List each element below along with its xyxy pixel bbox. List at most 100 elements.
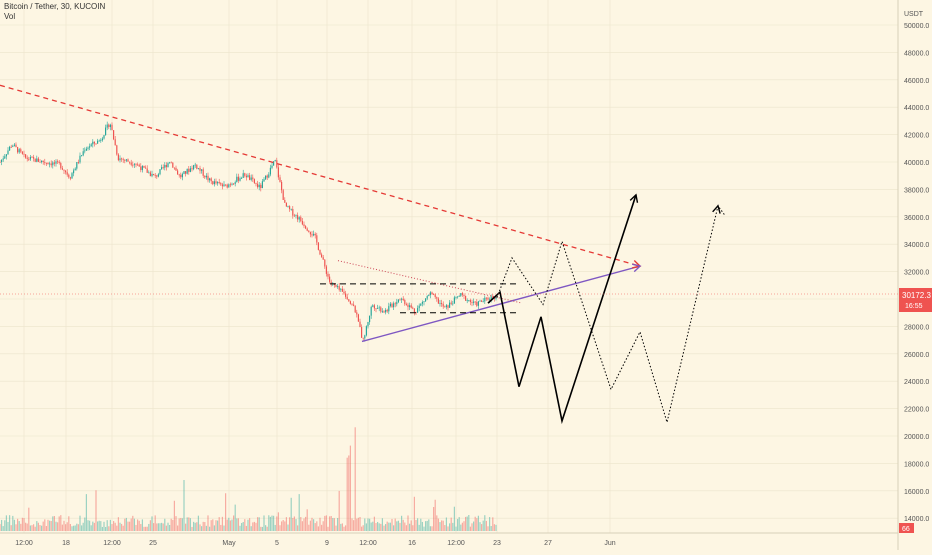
candle [122,159,124,161]
volume-bar [89,520,91,531]
volume-bar [157,523,159,531]
candle [433,294,435,296]
volume-bar [298,494,300,531]
candle [201,169,203,171]
candle [457,296,459,298]
candle [199,167,201,171]
volume-bar [178,518,180,531]
candle [226,184,228,188]
volume-bar [223,525,225,531]
volume-bar [106,520,108,531]
volume-bar [377,521,379,531]
candle [191,168,193,170]
volume-bar [487,526,489,531]
candle [340,288,342,290]
candle [465,295,467,301]
candle [161,167,163,170]
candle [466,300,468,302]
candle [257,183,259,188]
volume-bar [41,525,43,531]
volume-bar [413,496,415,531]
volume-bar [428,519,430,531]
time-tick-label: 5 [275,540,279,547]
candle [242,173,244,178]
candle [173,167,175,169]
volume-bar [204,522,206,531]
volume-bar [188,517,190,531]
candle [12,145,14,147]
candle [447,305,449,308]
volume-bar [1,519,3,531]
volume-bar [33,524,35,531]
volume-bar [436,515,438,531]
volume-bar [445,517,447,531]
candle [196,164,198,169]
volume-bar [466,516,468,531]
volume-bar [2,526,4,531]
candle [484,297,486,302]
volume-bar [327,526,329,531]
candle [407,304,409,308]
candle [215,181,217,184]
volume-label: Vol [4,12,16,21]
candle [237,176,239,181]
candle [337,286,339,287]
candle [137,164,139,166]
volume-bar [55,521,57,531]
volume-bar [234,504,236,531]
volume-bar [330,515,332,531]
currency-label: USDT [904,11,924,18]
candle [66,172,68,175]
candle [386,309,388,312]
volume-bar [465,516,467,531]
candle [322,257,324,260]
candle [468,300,470,301]
symbol-title: Bitcoin / Tether, 30, KUCOIN [4,2,106,11]
candle [225,184,227,186]
candle [255,183,257,184]
candle [92,141,94,145]
volume-bar [68,516,70,531]
volume-bar [271,515,273,531]
time-tick-label: 18 [62,540,70,547]
candle [316,235,318,243]
candle [81,155,83,157]
volume-bar [332,518,334,531]
volume-bar [209,526,211,531]
volume-bar [61,524,63,531]
volume-bar [193,521,195,531]
candle [177,170,179,175]
candle [293,215,295,217]
volume-bar [137,519,139,531]
volume-bar [311,517,313,531]
volume-bar [31,525,33,531]
volume-bar [165,525,167,531]
volume-bar [66,522,68,531]
candle [79,155,81,163]
candle [231,183,233,185]
candle [361,327,363,338]
volume-bar [325,515,327,531]
candle [213,181,215,185]
volume-bar [401,515,403,531]
volume-bar [153,523,155,531]
volume-bar [495,524,497,531]
resistance-line [0,84,641,267]
volume-bar [199,524,201,531]
volume-bar [156,523,158,531]
candle [220,183,222,185]
volume-bar [186,517,188,531]
volume-bar [346,457,348,531]
candle [413,308,415,313]
volume-bar [129,521,131,531]
candle [164,164,166,168]
volume-bar [52,516,54,531]
volume-bar [274,524,276,531]
candle [244,173,246,176]
price-tick-label: 34000.0 [904,242,929,249]
volume-bar [351,518,353,531]
candle [20,149,22,152]
volume-bar [103,521,105,531]
